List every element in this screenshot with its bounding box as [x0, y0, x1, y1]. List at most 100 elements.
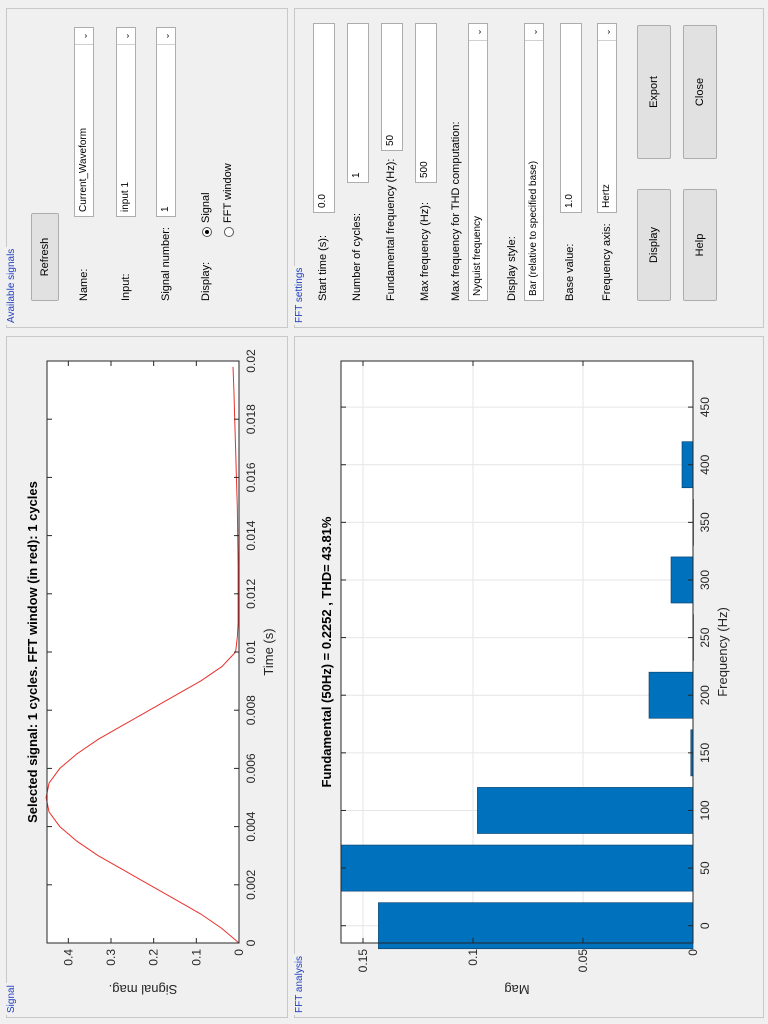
x-tick-label: 0.012 — [244, 578, 258, 608]
plot-area — [47, 361, 239, 943]
frequency-axis-label: Frequency axis: — [601, 223, 613, 301]
signal-chart: 0 0.002 0.004 0.006 0.008 0.01 0.012 0.014 0.016… — [25, 349, 276, 997]
available-signals-panel: Available signals Refresh Name: Current_… — [6, 8, 288, 328]
cycles-value: 1 — [351, 172, 362, 178]
fft-chart: 0 50 100 150 200 250 300 350 400 450 0 0.05 0.1 0.15 F… — [319, 360, 730, 997]
x-tick-label: 0 — [698, 922, 712, 929]
frequency-axis-chevron-down-icon: ⌄ — [598, 24, 616, 41]
x-tick-label: 350 — [698, 512, 712, 532]
signal-number-dropdown[interactable]: 1 ⌄ — [156, 27, 176, 217]
fft-bar — [477, 787, 694, 834]
input-chevron-down-icon: ⌄ — [117, 28, 135, 45]
x-tick-label: 0.002 — [244, 869, 258, 899]
signal-radio[interactable] — [202, 227, 212, 237]
x-tick-label: 0.016 — [244, 462, 258, 492]
y-tick-label: 0.1 — [189, 949, 203, 966]
y-tick-label: 0.2 — [147, 949, 161, 966]
x-tick-label: 0.02 — [244, 349, 258, 373]
available-signals-title: Available signals — [6, 246, 17, 325]
help-button[interactable]: Help — [683, 189, 717, 301]
cycles-input[interactable]: 1 — [347, 23, 369, 183]
x-tick-label: 400 — [698, 454, 712, 474]
signal-radio-label: Signal — [200, 192, 212, 223]
fft-window-radio[interactable] — [224, 227, 234, 237]
y-axis-label: Mag — [504, 982, 529, 997]
x-tick-label: 0.014 — [244, 520, 258, 550]
signal-number-chevron-down-icon: ⌄ — [157, 28, 175, 45]
x-axis-label: Frequency (Hz) — [715, 607, 730, 697]
fft-window-radio-label: FFT window — [222, 163, 234, 223]
y-tick-label: 0.4 — [61, 949, 75, 966]
chart-title: Selected signal: 1 cycles. FFT window (i… — [25, 481, 40, 823]
x-tick-label: 200 — [698, 685, 712, 705]
thd-chevron-down-icon: ⌄ — [469, 24, 487, 41]
y-tick-label: 0 — [232, 949, 246, 956]
fundamental-frequency-value: 50 — [385, 134, 396, 146]
y-tick-label: 0.3 — [104, 949, 118, 966]
name-value: Current_Waveform — [78, 127, 89, 212]
name-dropdown[interactable]: Current_Waveform ⌄ — [74, 27, 94, 217]
x-tick-label: 450 — [698, 397, 712, 417]
x-tick-label: 0.004 — [244, 811, 258, 841]
thd-frequency-dropdown[interactable]: Nyquist frequency ⌄ — [468, 23, 488, 301]
thd-frequency-label: Max frequency for THD computation: — [450, 121, 462, 301]
base-value-label: Base value: — [564, 243, 576, 301]
export-button[interactable]: Export — [637, 25, 671, 159]
display-style-dropdown[interactable]: Bar (relative to specified base) ⌄ — [524, 23, 544, 301]
max-frequency-label: Max frequency (Hz): — [419, 201, 431, 301]
axes-frame — [340, 360, 694, 944]
display-style-label: Display style: — [506, 236, 518, 301]
y-tick-label: 0.15 — [356, 949, 370, 973]
input-dropdown[interactable]: input 1 ⌄ — [116, 27, 136, 217]
signal-number-label: Signal number: — [160, 227, 172, 301]
refresh-button[interactable]: Refresh — [31, 213, 59, 301]
chart-title: Fundamental (50Hz) = 0.2252 , THD= 43.81… — [319, 516, 334, 787]
y-tick-label: 0 — [686, 949, 700, 956]
display-label: Display: — [200, 261, 212, 301]
signal-number-value: 1 — [160, 206, 171, 212]
display-style-value: Bar (relative to specified base) — [528, 160, 539, 296]
frequency-axis-dropdown[interactable]: Hertz ⌄ — [597, 23, 617, 213]
y-tick-label: 0.1 — [466, 949, 480, 966]
max-frequency-value: 500 — [419, 161, 430, 178]
start-time-value: 0.0 — [317, 194, 328, 208]
x-axis-label: Time (s) — [261, 628, 276, 675]
signal-series-line — [45, 366, 240, 944]
display-button[interactable]: Display — [637, 189, 671, 301]
signal-panel: Signal 0 0.002 0.004 0.006 0.008 0.01 0.012 0.0… — [6, 336, 288, 1018]
base-value-input[interactable]: 1.0 — [560, 23, 582, 213]
x-tick-label: 0.006 — [244, 753, 258, 783]
x-tick-label: 100 — [698, 800, 712, 820]
cycles-label: Number of cycles: — [351, 212, 363, 301]
fft-bar — [378, 902, 694, 950]
start-time-label: Start time (s): — [317, 234, 329, 301]
name-label: Name: — [78, 268, 90, 301]
input-value: input 1 — [120, 181, 131, 212]
x-tick-label: 250 — [698, 627, 712, 647]
start-time-input[interactable]: 0.0 — [313, 23, 335, 213]
x-tick-label: 0.008 — [244, 695, 258, 725]
name-chevron-down-icon: ⌄ — [75, 28, 93, 45]
x-tick-label: 0 — [244, 939, 258, 946]
x-tick-label: 0.018 — [244, 404, 258, 434]
fft-bar — [340, 844, 694, 892]
input-label: Input: — [120, 273, 132, 301]
x-tick-label: 150 — [698, 743, 712, 763]
display-style-chevron-down-icon: ⌄ — [525, 24, 543, 41]
max-frequency-input[interactable]: 500 — [415, 23, 437, 183]
frequency-axis-value: Hertz — [601, 184, 612, 208]
fft-bar — [648, 671, 694, 719]
fft-settings-panel: FFT settings Start time (s): 0.0 Number … — [294, 8, 764, 328]
fundamental-frequency-input[interactable]: 50 — [381, 23, 403, 151]
thd-frequency-value: Nyquist frequency — [472, 215, 483, 296]
fundamental-frequency-label: Fundamental frequency (Hz): — [385, 158, 397, 301]
base-value-value: 1.0 — [564, 194, 575, 208]
close-button[interactable]: Close — [683, 25, 717, 159]
x-tick-label: 50 — [698, 861, 712, 875]
fft-analysis-panel: FFT analysis 0 50 100 150 200 250 300 350 400 450… — [294, 336, 764, 1018]
x-tick-label: 0.01 — [244, 640, 258, 664]
fft-settings-title: FFT settings — [294, 265, 305, 325]
x-tick-label: 300 — [698, 570, 712, 590]
y-tick-label: 0.05 — [576, 949, 590, 973]
